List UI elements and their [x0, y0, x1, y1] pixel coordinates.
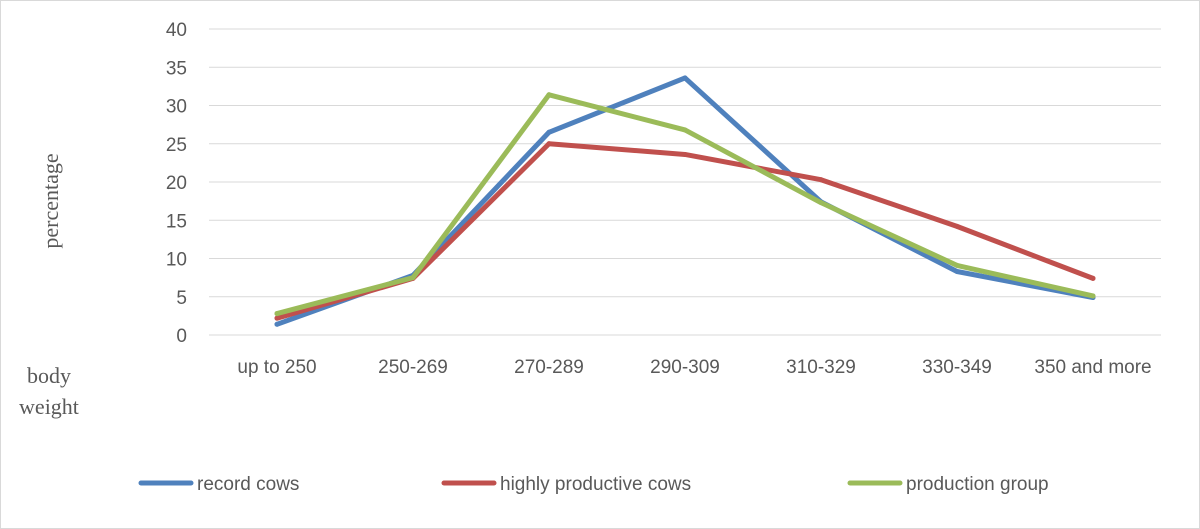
- x-tick-label: 290-309: [650, 357, 720, 378]
- x-axis-title-line1: body: [27, 363, 71, 388]
- legend: record cows highly productive cows product…: [138, 474, 1049, 495]
- x-tick-label: 350 and more: [1034, 357, 1151, 378]
- data-point: [682, 75, 688, 81]
- y-tick-label: 15: [166, 211, 187, 232]
- data-point: [410, 275, 416, 281]
- y-tick-label: 10: [166, 250, 187, 271]
- data-point: [546, 92, 552, 98]
- data-point: [274, 315, 280, 321]
- series-lines: [274, 75, 1096, 327]
- data-point: [274, 311, 280, 317]
- x-tick-label: 310-329: [786, 357, 856, 378]
- y-tick-label: 30: [166, 97, 187, 118]
- data-point: [682, 151, 688, 157]
- x-tick-label: up to 250: [237, 357, 316, 378]
- series-line-record-cows: [274, 75, 1096, 327]
- data-point: [818, 177, 824, 183]
- data-point: [954, 269, 960, 275]
- legend-label: highly productive cows: [500, 474, 691, 495]
- data-point: [1090, 293, 1096, 299]
- x-axis-title-line2: weight: [19, 394, 79, 419]
- data-point: [818, 200, 824, 206]
- x-tick-label: 270-289: [514, 357, 584, 378]
- series-line-highly-productive-cows: [274, 141, 1096, 321]
- y-tick-label: 5: [176, 288, 187, 309]
- y-tick-label: 35: [166, 58, 187, 79]
- data-point: [274, 321, 280, 327]
- data-point: [546, 141, 552, 147]
- y-tick-label: 0: [176, 326, 187, 347]
- data-point: [546, 129, 552, 135]
- y-axis-ticks: 0 5 10 15 20 25 30 35 40: [166, 20, 187, 347]
- data-point: [954, 262, 960, 268]
- data-point: [1090, 275, 1096, 281]
- gridlines: [209, 28, 1161, 336]
- legend-label: production group: [906, 474, 1049, 495]
- x-tick-label: 330-349: [922, 357, 992, 378]
- data-point: [954, 223, 960, 229]
- x-axis-ticks: up to 250 250-269 270-289 290-309 310-329 330…: [237, 357, 1151, 378]
- y-axis-title: percentage: [38, 153, 63, 248]
- y-tick-label: 40: [166, 20, 187, 41]
- y-tick-label: 25: [166, 135, 187, 156]
- data-point: [682, 127, 688, 133]
- x-tick-label: 250-269: [378, 357, 448, 378]
- y-tick-label: 20: [166, 173, 187, 194]
- legend-label: record cows: [197, 474, 299, 495]
